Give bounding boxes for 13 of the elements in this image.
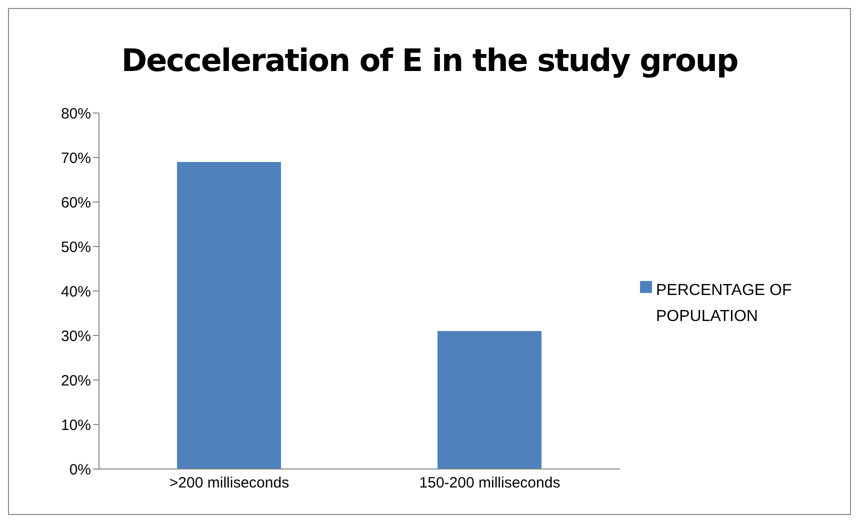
y-tick-label: 0% [69,461,91,478]
y-tick-label: 40% [60,283,91,300]
x-tick-label: 150-200 milliseconds [419,474,560,492]
chart-title: Decceleration of E in the study group [120,43,739,79]
legend-label: PERCENTAGE OF POPULATION [656,281,793,327]
y-tick-label: 30% [60,328,91,345]
y-tick-label: 10% [60,416,91,434]
y-tick-label: 70% [60,150,91,167]
y-tick-label: 50% [60,238,91,256]
x-tick-label: >200 milliseconds [169,474,290,492]
y-tick-label: 60% [60,194,91,212]
y-tick-label: 80% [60,105,91,122]
y-tick-label: 20% [60,372,91,390]
